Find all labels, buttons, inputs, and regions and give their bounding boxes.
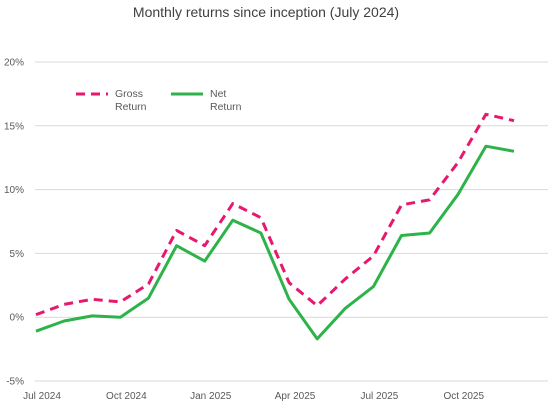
x-tick-label: Jul 2024	[23, 391, 61, 402]
chart-title: Monthly returns since inception (July 20…	[133, 4, 399, 20]
net-legend-label: Return	[210, 101, 242, 113]
y-tick-label: -5%	[6, 377, 24, 388]
net-legend-label: Net	[210, 88, 226, 100]
gross-return-line	[35, 112, 515, 317]
x-tick-label: Oct 2025	[443, 391, 484, 402]
x-tick-label: Oct 2024	[106, 391, 147, 402]
x-tick-label: Apr 2025	[275, 391, 316, 402]
gross-legend-label: Return	[115, 101, 147, 113]
y-tick-label: 0%	[10, 313, 25, 324]
y-tick-label: 5%	[10, 249, 25, 260]
gridlines	[35, 61, 548, 382]
x-tick-label: Jan 2025	[190, 391, 232, 402]
x-tick-label: Jul 2025	[361, 391, 399, 402]
gross-legend-label: Gross	[115, 88, 143, 100]
net-return-line	[35, 144, 515, 341]
y-tick-label: 15%	[4, 121, 24, 132]
y-tick-label: 20%	[4, 58, 24, 69]
x-axis-ticks: Jul 2024 Oct 2024 Jan 2025 Apr 2025 Jul 2025…	[23, 391, 484, 402]
y-axis-ticks: -5% 0% 5% 10% 15% 20%	[4, 58, 24, 388]
series-lines	[35, 112, 515, 341]
y-tick-label: 10%	[4, 185, 24, 196]
